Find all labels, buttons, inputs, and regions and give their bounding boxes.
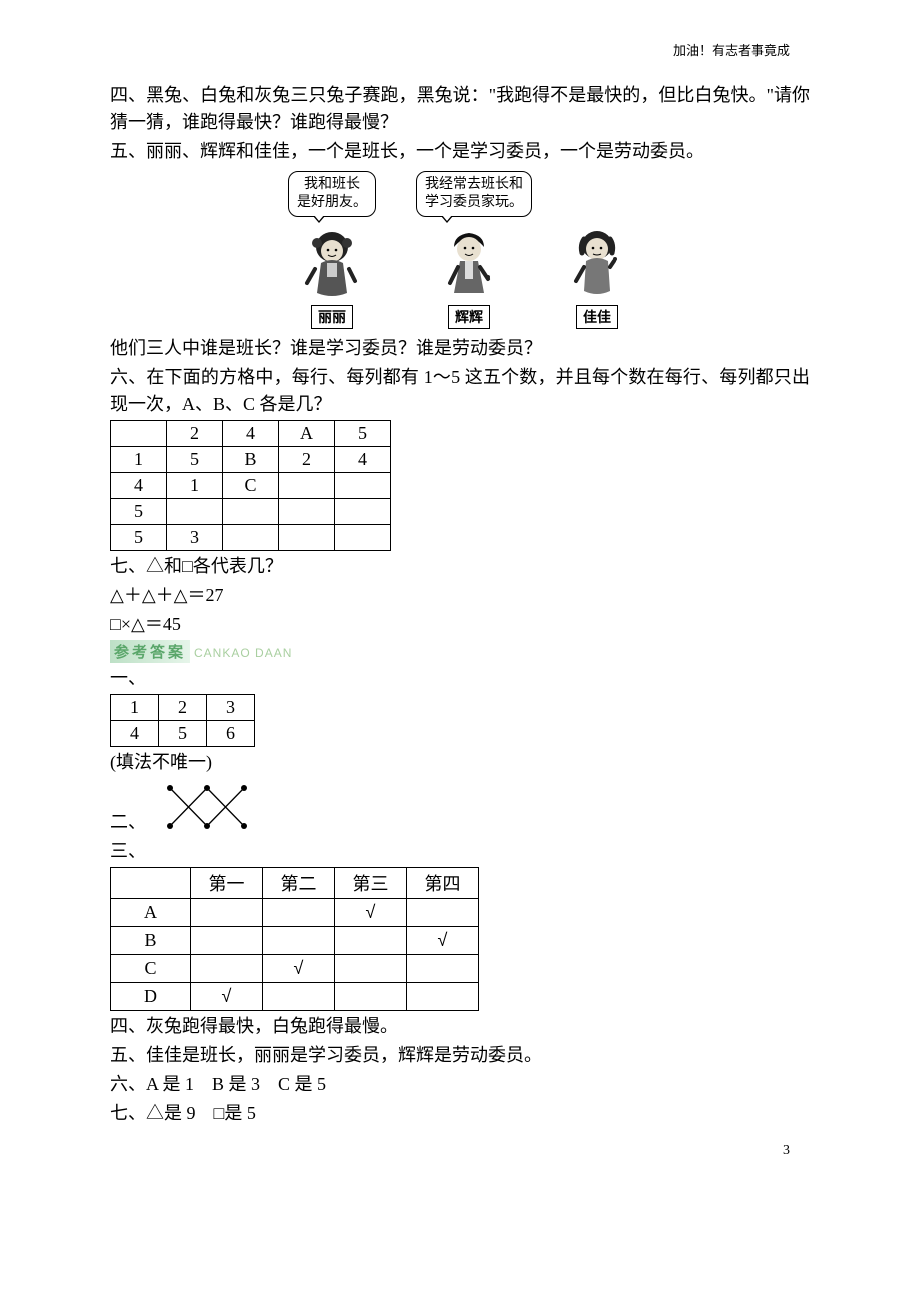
t6-c [167,499,223,525]
t3-c: √ [335,899,407,927]
a1-note: (填法不唯一) [110,749,810,776]
t6-c: 5 [111,525,167,551]
kid-icon-2 [434,225,504,303]
t3-c [335,927,407,955]
speech-bubble-1: 我和班长 是好朋友。 [288,171,376,217]
t6-c [335,525,391,551]
bubble1-line2: 是好朋友。 [297,195,367,210]
answer-label-text: 参考答案 [110,640,190,663]
t6-c: C [223,473,279,499]
q4-text: 四、黑兔、白兔和灰兔三只兔子赛跑，黑兔说："我跑得不是最快的，但比白兔快。"请你… [110,82,810,136]
q5-ask: 他们三人中谁是班长？谁是学习委员？谁是劳动委员？ [110,335,810,362]
a6-text: 六、A 是 1 B 是 3 C 是 5 [110,1071,810,1098]
t1-c: 3 [207,695,255,721]
t6-c: 5 [335,421,391,447]
speech-bubble-2: 我经常去班长和 学习委员家玩。 [416,171,532,217]
q7-eq1: △＋△＋△＝27 [110,582,810,609]
t3-c [407,899,479,927]
t3-c [191,899,263,927]
t3-c: D [111,983,191,1011]
t3-h [111,868,191,899]
t6-c [279,499,335,525]
t3-h: 第三 [335,868,407,899]
a4-text: 四、灰兔跑得最快，白兔跑得最慢。 [110,1013,810,1040]
t3-c: C [111,955,191,983]
t3-c [191,955,263,983]
person-lili: 我和班长 是好朋友。 丽丽 [288,171,376,329]
a3-table: 第一 第二 第三 第四 A √ B √ C √ D √ [110,867,479,1011]
name-jiajia: 佳佳 [576,305,618,329]
t6-c: B [223,447,279,473]
t3-c [407,955,479,983]
kid-icon-1 [297,225,367,303]
bubble1-line1: 我和班长 [304,177,360,192]
t3-h: 第二 [263,868,335,899]
page-number: 3 [783,1143,790,1159]
t3-c: √ [191,983,263,1011]
t6-c [111,421,167,447]
t6-c: A [279,421,335,447]
t3-c: √ [263,955,335,983]
a1-label: 一、 [110,665,810,692]
t6-c [223,525,279,551]
t3-c [335,983,407,1011]
a1-table: 1 2 3 4 5 6 [110,694,255,747]
a7-text: 七、△是 9 □是 5 [110,1100,810,1127]
name-lili: 丽丽 [311,305,353,329]
t6-c [335,473,391,499]
a5-text: 五、佳佳是班长，丽丽是学习委员，辉辉是劳动委员。 [110,1042,810,1069]
t6-c: 3 [167,525,223,551]
q7-eq2: □×△＝45 [110,611,810,638]
q5-intro: 五、丽丽、辉辉和佳佳，一个是班长，一个是学习委员，一个是劳动委员。 [110,138,810,165]
t3-h: 第四 [407,868,479,899]
q6-text: 六、在下面的方格中，每行、每列都有 1～5 这五个数，并且每个数在每行、每列都只… [110,364,810,418]
answer-key-label: 参考答案 CANKAO DAAN [110,640,810,663]
bubble2-line1: 我经常去班长和 [425,177,523,192]
a2-label: 二、 [110,809,146,836]
t6-c: 4 [335,447,391,473]
t1-c: 6 [207,721,255,747]
t1-c: 1 [111,695,159,721]
t6-c [223,499,279,525]
bubble2-line2: 学习委员家玩。 [425,195,523,210]
t3-c [335,955,407,983]
t6-c: 1 [167,473,223,499]
t3-c: B [111,927,191,955]
t6-c [335,499,391,525]
kid-icon-3 [562,225,632,303]
t3-c: √ [407,927,479,955]
t3-c [263,983,335,1011]
t1-c: 2 [159,695,207,721]
dots-diagram [152,778,262,836]
person-huihui: 我经常去班长和 学习委员家玩。 辉辉 [406,171,532,329]
t3-h: 第一 [191,868,263,899]
t1-c: 4 [111,721,159,747]
t6-c: 1 [111,447,167,473]
a3-label: 三、 [110,838,810,865]
header-motto: 加油！有志者事竟成 [673,40,790,59]
t6-c: 5 [111,499,167,525]
q6-table: 2 4 A 5 1 5 B 2 4 4 1 C 5 5 3 [110,420,391,551]
t6-c: 4 [111,473,167,499]
name-huihui: 辉辉 [448,305,490,329]
t3-c [263,927,335,955]
t3-c [191,927,263,955]
t6-c: 4 [223,421,279,447]
t6-c: 2 [279,447,335,473]
q7-title: 七、△和□各代表几？ [110,553,810,580]
t6-c: 2 [167,421,223,447]
illustration-row: 我和班长 是好朋友。 丽丽 我经常去班长和 [110,171,810,329]
person-jiajia: 佳佳 [562,179,632,329]
t6-c: 5 [167,447,223,473]
t3-c: A [111,899,191,927]
answer-label-en: CANKAO DAAN [194,646,292,660]
t6-c [279,473,335,499]
t6-c [279,525,335,551]
t3-c [407,983,479,1011]
t1-c: 5 [159,721,207,747]
t3-c [263,899,335,927]
